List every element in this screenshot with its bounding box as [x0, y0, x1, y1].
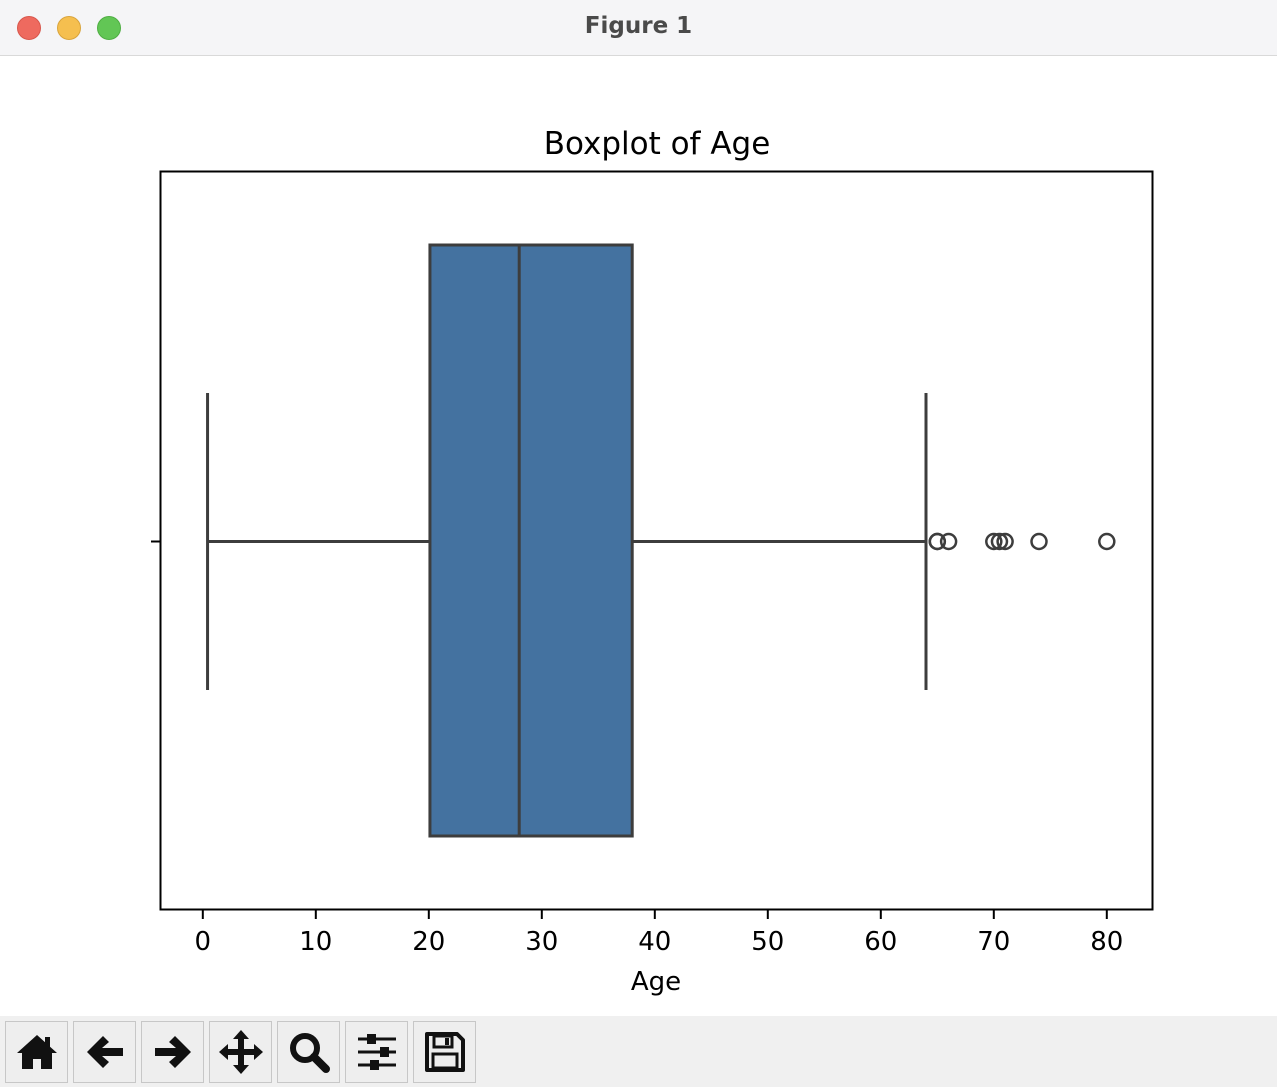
- figure-canvas[interactable]: Boxplot of Age 0 10 20 30 40 50 60 70 80 Age: [0, 57, 1277, 1016]
- close-window-button[interactable]: [17, 16, 41, 40]
- outlier-point: [928, 532, 947, 551]
- outlier-point: [1098, 532, 1116, 551]
- x-tick-label: 80: [1090, 927, 1123, 957]
- x-tick-label: 0: [195, 927, 212, 957]
- outlier-group: [928, 532, 1116, 551]
- pan-button[interactable]: [209, 1021, 272, 1083]
- outlier-point: [1030, 532, 1048, 551]
- arrow-right-icon: [154, 1036, 191, 1068]
- x-tick-label: 20: [412, 927, 445, 957]
- home-button[interactable]: [5, 1021, 68, 1083]
- x-tick-label: 60: [864, 927, 897, 957]
- move-icon: [218, 1030, 263, 1074]
- plot-area-frame: [159, 170, 1154, 911]
- outlier-point: [985, 532, 1003, 551]
- save-button[interactable]: [413, 1021, 476, 1083]
- back-button[interactable]: [73, 1021, 136, 1083]
- configure-subplots-button[interactable]: [345, 1021, 408, 1083]
- outlier-point: [996, 532, 1014, 551]
- sliders-icon: [357, 1034, 396, 1070]
- outlier-point: [939, 532, 958, 551]
- x-tick-label: 40: [638, 927, 671, 957]
- chart-title: Boxplot of Age: [544, 126, 771, 162]
- iqr-box: [428, 243, 634, 838]
- window-titlebar: Figure 1: [0, 0, 1277, 56]
- magnifier-icon: [289, 1033, 330, 1073]
- x-tick-label: 50: [751, 927, 784, 957]
- arrow-left-icon: [86, 1036, 123, 1068]
- boxplot-chart: Boxplot of Age 0 10 20 30 40 50 60 70 80 Age: [151, 126, 1154, 997]
- floppy-disk-icon: [424, 1032, 465, 1072]
- x-tick-label: 10: [299, 927, 332, 957]
- navigation-toolbar: [0, 1016, 1277, 1087]
- x-axis-label: Age: [631, 967, 681, 997]
- box-group: [206, 243, 928, 838]
- zoom-button[interactable]: [277, 1021, 340, 1083]
- home-icon: [16, 1035, 57, 1069]
- maximize-window-button[interactable]: [97, 16, 121, 40]
- forward-button[interactable]: [141, 1021, 204, 1083]
- x-tick-label: 30: [525, 927, 558, 957]
- window-title: Figure 1: [584, 13, 693, 39]
- outlier-point: [990, 532, 1009, 551]
- x-axis-ticks: 0 10 20 30 40 50 60 70 80: [195, 910, 1123, 957]
- minimize-window-button[interactable]: [57, 16, 81, 40]
- x-tick-label: 70: [977, 927, 1010, 957]
